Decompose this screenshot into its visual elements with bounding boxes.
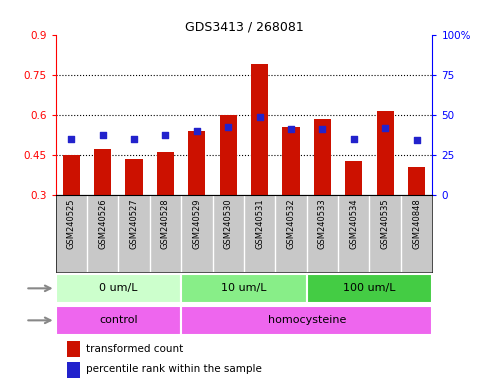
Text: GSM240530: GSM240530: [224, 199, 233, 249]
Bar: [408, 167, 425, 195]
Text: 0 um/L: 0 um/L: [99, 283, 138, 293]
Text: GSM240534: GSM240534: [349, 199, 358, 249]
Text: GSM240526: GSM240526: [98, 199, 107, 249]
Title: GDS3413 / 268081: GDS3413 / 268081: [185, 20, 303, 33]
Text: control: control: [99, 315, 138, 325]
Text: percentile rank within the sample: percentile rank within the sample: [85, 364, 262, 374]
Text: homocysteine: homocysteine: [268, 315, 346, 325]
Bar: [67, 341, 80, 357]
Text: transformed count: transformed count: [85, 344, 183, 354]
Text: GSM240848: GSM240848: [412, 199, 421, 249]
Bar: [307, 274, 432, 303]
Point: [161, 132, 170, 139]
Text: GSM240527: GSM240527: [129, 199, 139, 249]
Bar: [94, 149, 111, 195]
Text: GSM240535: GSM240535: [381, 199, 390, 249]
Bar: [67, 361, 80, 377]
Point: [99, 131, 107, 137]
Point: [382, 125, 389, 131]
Text: 100 um/L: 100 um/L: [343, 283, 396, 293]
Point: [412, 137, 420, 143]
Bar: [126, 159, 142, 195]
Point: [224, 124, 232, 130]
Text: GSM240525: GSM240525: [67, 199, 76, 249]
Text: GSM240529: GSM240529: [192, 199, 201, 249]
Bar: [345, 161, 362, 195]
Point: [68, 136, 75, 142]
Bar: [181, 274, 307, 303]
Bar: [220, 114, 237, 195]
Bar: [63, 155, 80, 195]
Text: GSM240528: GSM240528: [161, 199, 170, 249]
Bar: [377, 111, 394, 195]
Point: [319, 126, 327, 132]
Point: [193, 127, 201, 134]
Bar: [283, 127, 299, 195]
Point: [256, 114, 264, 120]
Bar: [188, 131, 205, 195]
Point: [287, 126, 295, 132]
Text: GSM240533: GSM240533: [318, 199, 327, 249]
Bar: [56, 274, 181, 303]
Bar: [181, 306, 432, 335]
Point: [130, 136, 138, 142]
Point: [350, 136, 357, 142]
Bar: [251, 64, 268, 195]
Bar: [56, 306, 181, 335]
Text: GSM240531: GSM240531: [255, 199, 264, 249]
Text: 10 um/L: 10 um/L: [221, 283, 267, 293]
Bar: [314, 119, 331, 195]
Bar: [157, 152, 174, 195]
Text: GSM240532: GSM240532: [286, 199, 296, 249]
